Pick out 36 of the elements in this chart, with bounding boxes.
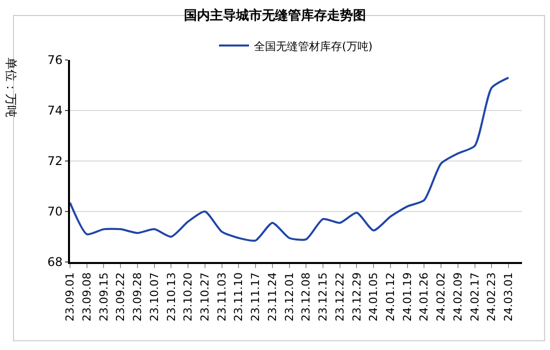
- x-tick-label: 24.02.09: [451, 272, 464, 322]
- x-tick-label: 23.12.29: [350, 272, 364, 322]
- x-tick-label: 23.10.07: [148, 272, 161, 322]
- x-tick-label: 24.03.01: [502, 272, 516, 322]
- x-tick-label: 23.09.15: [97, 272, 110, 322]
- x-tick-label: 23.09.22: [114, 272, 128, 322]
- x-tick-label: 23.10.13: [164, 272, 178, 322]
- x-tick-label: 24.02.23: [485, 272, 498, 322]
- x-tick-label: 23.11.03: [215, 272, 228, 322]
- y-tick-label: 74: [47, 104, 63, 118]
- x-tick-label: 24.02.17: [468, 272, 482, 322]
- x-tick-label: 23.12.01: [282, 272, 296, 322]
- x-tick-label: 23.12.08: [300, 272, 313, 322]
- x-tick-label: 23.11.10: [232, 272, 246, 322]
- x-tick-label: 23.10.27: [198, 272, 212, 322]
- line-series: [70, 76, 510, 242]
- x-tick-label: 23.11.24: [266, 272, 279, 322]
- x-tick-label: 24.01.26: [418, 272, 431, 322]
- x-tick-label: 23.12.22: [333, 272, 346, 322]
- x-tick-label: 24.01.19: [400, 272, 414, 322]
- y-tick-label: 76: [47, 53, 63, 68]
- x-tick-label: 23.09.08: [80, 272, 94, 322]
- x-tick-label: 23.12.15: [316, 272, 330, 322]
- y-tick-label: 70: [47, 204, 63, 219]
- chart-title: 国内主导城市无缝管库存走势图: [184, 8, 366, 24]
- y-tick-label: 72: [47, 154, 63, 168]
- y-axis-title: 单位：万吨: [4, 58, 18, 118]
- legend-label: 全国无缝管材库存(万吨): [254, 40, 373, 53]
- x-tick-label: 23.09.28: [131, 272, 144, 322]
- x-tick-label: 23.09.01: [64, 272, 77, 322]
- x-tick-label: 24.01.12: [384, 272, 398, 322]
- y-tick-label: 68: [47, 255, 63, 270]
- x-tick-label: 24.02.02: [434, 272, 448, 322]
- x-tick-label: 23.10.20: [182, 272, 195, 322]
- x-tick-label: 23.11.17: [249, 272, 262, 322]
- x-tick-label: 24.01.05: [367, 272, 380, 322]
